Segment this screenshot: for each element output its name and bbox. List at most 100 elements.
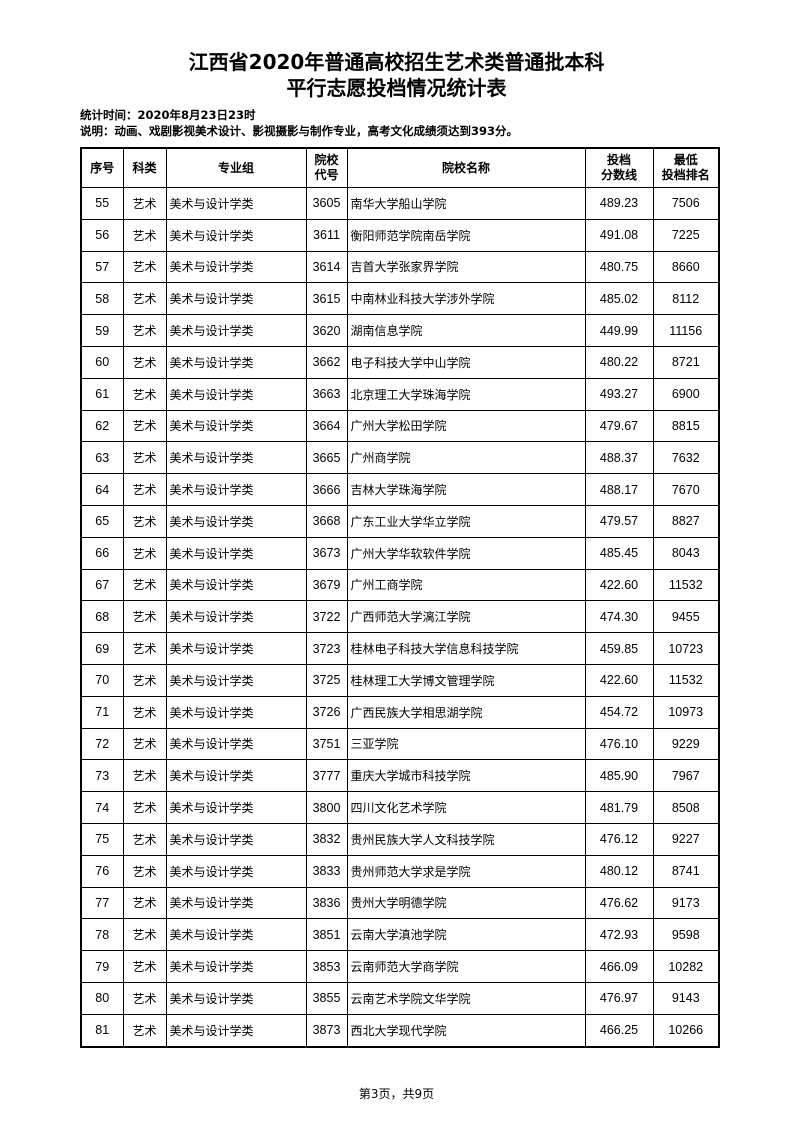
table-row: 73 艺术 美术与设计学类 3777 重庆大学城市科技学院 485.90 7967 bbox=[80, 759, 720, 793]
cell-score: 476.62 bbox=[584, 886, 654, 920]
table-row: 63 艺术 美术与设计学类 3665 广州商学院 488.37 7632 bbox=[80, 441, 720, 475]
table-row: 61 艺术 美术与设计学类 3663 北京理工大学珠海学院 493.27 6900 bbox=[80, 377, 720, 411]
cell-code: 3851 bbox=[305, 918, 348, 952]
cell-group: 美术与设计学类 bbox=[165, 250, 307, 284]
cell-rank: 7225 bbox=[652, 218, 720, 252]
cell-group: 美术与设计学类 bbox=[165, 918, 307, 952]
page-number: 第3页，共9页 bbox=[358, 1087, 435, 1101]
cell-category: 艺术 bbox=[122, 981, 167, 1015]
cell-code: 3615 bbox=[305, 282, 348, 316]
table-row: 72 艺术 美术与设计学类 3751 三亚学院 476.10 9229 bbox=[80, 727, 720, 761]
cell-name: 广西师范大学漓江学院 bbox=[346, 600, 586, 634]
cell-category: 艺术 bbox=[122, 950, 167, 983]
cell-name: 西北大学现代学院 bbox=[346, 1013, 586, 1048]
cell-rank: 8721 bbox=[652, 345, 720, 379]
cell-rank: 10973 bbox=[652, 695, 720, 729]
cell-group: 美术与设计学类 bbox=[165, 568, 307, 602]
cell-category: 艺术 bbox=[122, 727, 167, 761]
cell-seq: 80 bbox=[80, 981, 124, 1015]
cell-seq: 78 bbox=[80, 918, 124, 952]
cell-group: 美术与设计学类 bbox=[165, 695, 307, 729]
cell-rank: 9455 bbox=[652, 600, 720, 634]
cell-name: 重庆大学城市科技学院 bbox=[346, 759, 586, 793]
cell-group: 美术与设计学类 bbox=[165, 282, 307, 316]
cell-code: 3663 bbox=[305, 377, 348, 411]
cell-seq: 72 bbox=[80, 727, 124, 761]
statistics-time: 统计时间：2020年8月23日23时 bbox=[80, 108, 256, 122]
cell-group: 美术与设计学类 bbox=[165, 950, 307, 983]
cell-rank: 11532 bbox=[652, 568, 720, 602]
cell-code: 3800 bbox=[305, 791, 348, 824]
cell-category: 艺术 bbox=[122, 345, 167, 379]
cell-group: 美术与设计学类 bbox=[165, 791, 307, 824]
cell-group: 美术与设计学类 bbox=[165, 187, 307, 220]
cell-score: 476.97 bbox=[584, 981, 654, 1015]
cell-rank: 9143 bbox=[652, 981, 720, 1015]
cell-name: 中南林业科技大学涉外学院 bbox=[346, 282, 586, 316]
cell-rank: 9229 bbox=[652, 727, 720, 761]
cell-seq: 55 bbox=[80, 187, 124, 220]
cell-group: 美术与设计学类 bbox=[165, 854, 307, 888]
table-row: 68 艺术 美术与设计学类 3722 广西师范大学漓江学院 474.30 9455 bbox=[80, 600, 720, 634]
cell-category: 艺术 bbox=[122, 187, 167, 220]
cell-score: 485.02 bbox=[584, 282, 654, 316]
cell-rank: 7506 bbox=[652, 187, 720, 220]
cell-group: 美术与设计学类 bbox=[165, 473, 307, 506]
cell-rank: 6900 bbox=[652, 377, 720, 411]
cell-score: 479.57 bbox=[584, 504, 654, 538]
cell-score: 491.08 bbox=[584, 218, 654, 252]
table-row: 78 艺术 美术与设计学类 3851 云南大学滇池学院 472.93 9598 bbox=[80, 918, 720, 952]
cell-rank: 10723 bbox=[652, 632, 720, 665]
cell-score: 493.27 bbox=[584, 377, 654, 411]
cell-seq: 57 bbox=[80, 250, 124, 284]
cell-name: 四川文化艺术学院 bbox=[346, 791, 586, 824]
cell-seq: 79 bbox=[80, 950, 124, 983]
header-rank-l1: 最低 bbox=[673, 153, 698, 167]
cell-seq: 73 bbox=[80, 759, 124, 793]
cell-code: 3833 bbox=[305, 854, 348, 888]
header-name: 院校名称 bbox=[346, 147, 586, 188]
cell-group: 美术与设计学类 bbox=[165, 632, 307, 665]
cell-category: 艺术 bbox=[122, 282, 167, 316]
cell-code: 3873 bbox=[305, 1013, 348, 1048]
table-row: 71 艺术 美术与设计学类 3726 广西民族大学相思湖学院 454.72 10973 bbox=[80, 695, 720, 729]
cell-seq: 81 bbox=[80, 1013, 124, 1048]
cell-rank: 8660 bbox=[652, 250, 720, 284]
cell-seq: 65 bbox=[80, 504, 124, 538]
header-score-l1: 投档 bbox=[606, 153, 631, 167]
cell-score: 474.30 bbox=[584, 600, 654, 634]
cell-seq: 67 bbox=[80, 568, 124, 602]
header-group: 专业组 bbox=[165, 147, 307, 188]
cell-name: 贵州民族大学人文科技学院 bbox=[346, 822, 586, 856]
cell-group: 美术与设计学类 bbox=[165, 345, 307, 379]
cell-rank: 7967 bbox=[652, 759, 720, 793]
table-row: 80 艺术 美术与设计学类 3855 云南艺术学院文华学院 476.97 9143 bbox=[80, 981, 720, 1015]
cell-category: 艺术 bbox=[122, 568, 167, 602]
cell-group: 美术与设计学类 bbox=[165, 409, 307, 443]
cell-seq: 74 bbox=[80, 791, 124, 824]
cell-category: 艺术 bbox=[122, 536, 167, 570]
cell-name: 广州商学院 bbox=[346, 441, 586, 475]
cell-name: 云南大学滇池学院 bbox=[346, 918, 586, 952]
cell-score: 476.12 bbox=[584, 822, 654, 856]
cell-score: 476.10 bbox=[584, 727, 654, 761]
cell-code: 3836 bbox=[305, 886, 348, 920]
cell-code: 3723 bbox=[305, 632, 348, 665]
cell-rank: 9227 bbox=[652, 822, 720, 856]
cell-score: 485.45 bbox=[584, 536, 654, 570]
cell-category: 艺术 bbox=[122, 377, 167, 411]
cell-rank: 9173 bbox=[652, 886, 720, 920]
cell-name: 衡阳师范学院南岳学院 bbox=[346, 218, 586, 252]
cell-code: 3751 bbox=[305, 727, 348, 761]
cell-rank: 11156 bbox=[652, 314, 720, 347]
cell-category: 艺术 bbox=[122, 759, 167, 793]
cell-category: 艺术 bbox=[122, 918, 167, 952]
cell-category: 艺术 bbox=[122, 504, 167, 538]
table-row: 57 艺术 美术与设计学类 3614 吉首大学张家界学院 480.75 8660 bbox=[80, 250, 720, 284]
cell-code: 3725 bbox=[305, 663, 348, 697]
cell-group: 美术与设计学类 bbox=[165, 504, 307, 538]
cell-name: 三亚学院 bbox=[346, 727, 586, 761]
cell-seq: 62 bbox=[80, 409, 124, 443]
cell-rank: 8741 bbox=[652, 854, 720, 888]
cell-seq: 71 bbox=[80, 695, 124, 729]
